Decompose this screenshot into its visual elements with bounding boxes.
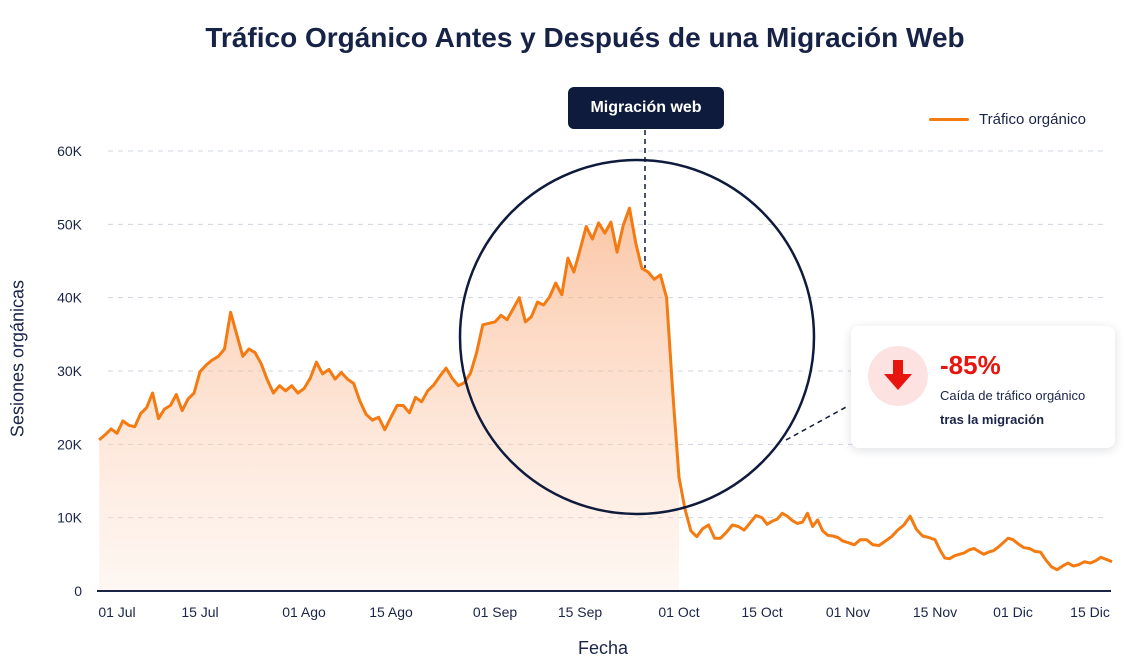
x-tick-label: 15 Nov (913, 604, 957, 620)
drop-callout: -85% Caída de tráfico orgánico tras la m… (851, 326, 1115, 448)
x-tick-label: 15 Sep (558, 604, 603, 620)
x-tick-label: 01 Ago (282, 604, 326, 620)
migration-label: Migración web (568, 87, 724, 129)
y-tick-label: 0 (74, 583, 82, 599)
legend-swatch (929, 118, 969, 121)
x-tick-label: 01 Jul (98, 604, 135, 620)
y-axis-label: Sesiones orgánicas (7, 279, 28, 438)
y-tick-label: 40K (57, 290, 83, 306)
callout-text: Caída de tráfico orgánico (940, 388, 1086, 403)
y-tick-label: 10K (57, 510, 83, 526)
legend-label: Tráfico orgánico (979, 111, 1086, 128)
x-tick-label: 15 Ago (369, 604, 413, 620)
y-tick-label: 30K (57, 363, 83, 379)
callout-subtext: tras la migración (940, 412, 1045, 427)
x-tick-label: 01 Sep (473, 604, 518, 620)
y-tick-label: 50K (57, 216, 83, 232)
x-tick-label: 01 Nov (826, 604, 870, 620)
y-tick-label: 20K (57, 436, 83, 452)
x-tick-label: 01 Oct (658, 604, 699, 620)
x-tick-label: 15 Dic (1070, 604, 1110, 620)
legend: Tráfico orgánico (929, 111, 1086, 128)
series-line-trafico-organico (98, 206, 1113, 572)
y-tick-label: 60K (57, 143, 83, 159)
x-axis-label: Fecha (577, 638, 629, 658)
highlight-circle (458, 158, 816, 516)
callout-connector (785, 405, 849, 441)
chart-title: Tráfico Orgánico Antes y Después de una … (205, 22, 965, 53)
pre-migration-area (99, 208, 679, 591)
x-tick-label: 15 Oct (741, 604, 782, 620)
x-tick-label: 01 Dic (993, 604, 1033, 620)
arrow-down-icon (868, 346, 928, 406)
callout-percent: -85% (940, 350, 1001, 380)
x-tick-label: 15 Jul (181, 604, 218, 620)
